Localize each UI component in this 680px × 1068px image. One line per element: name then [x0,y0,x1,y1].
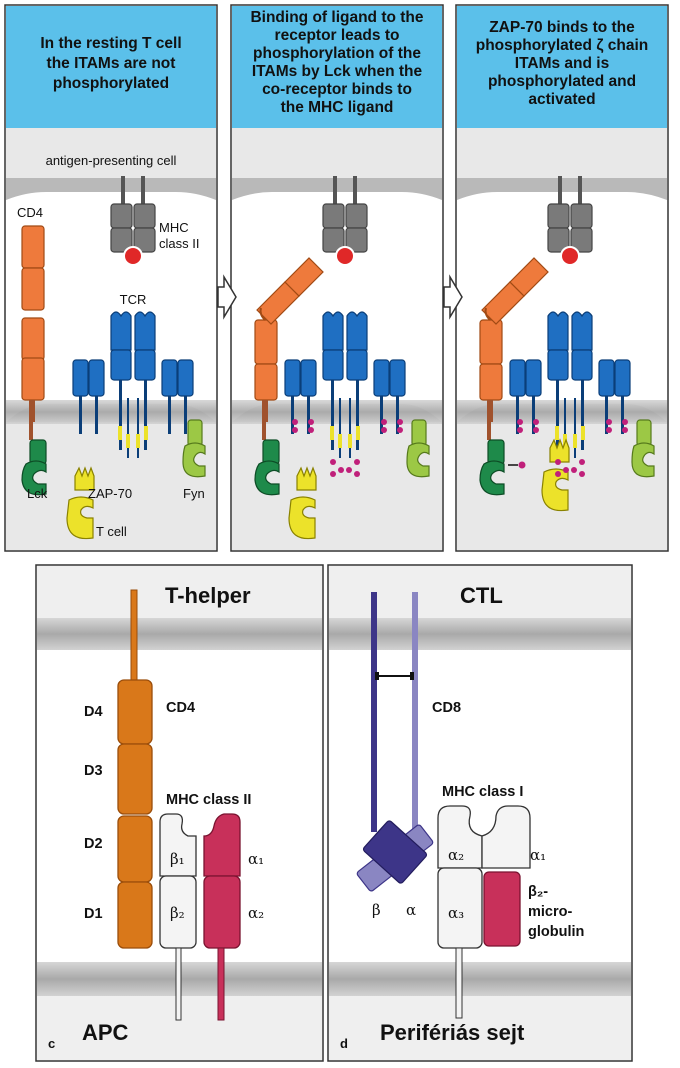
letter-d: d [340,1036,348,1051]
arrow-2-icon [443,274,463,320]
label-t-helper: T-helper [165,583,251,608]
label-class-ii: class II [159,236,199,251]
phosphate-dot [330,471,336,477]
phosphate-dot [308,419,314,425]
panel-1: In the resting T cell the ITAMs are not ph… [4,4,218,552]
panel-3-header-line: ZAP-70 binds to the [489,19,635,36]
panel-2-header-line: ITAMs by Lck when the [252,63,423,80]
phosphate-dot [381,427,387,433]
mhc1-alpha2 [437,805,483,869]
phosphate-dot [533,419,539,425]
panel-2-header-line: phosphorylation of the [253,45,421,62]
label-d2: D2 [84,836,103,852]
phosphate-dot [622,419,628,425]
panel-3-header-line: ITAMs and is [515,55,609,72]
label-alpha3-mhc1: α₃ [448,904,464,922]
label-d3: D3 [84,763,103,779]
phosphate-dot [397,419,403,425]
label-cd4: CD4 [17,205,43,220]
cd4-d4 [117,679,153,745]
phosphate-dot [622,427,628,433]
label-alpha2: α₂ [248,904,264,922]
panel-3-header-line: activated [528,91,595,108]
panel-2-header-line: co-receptor binds to [262,81,412,98]
label-zap-70: ZAP-70 [88,486,132,501]
phosphate-dot [579,471,585,477]
arrow-1-icon [217,274,237,320]
label-tcr: TCR [120,292,147,307]
label-periferias-sejt: Perifériás sejt [380,1020,525,1045]
label-beta-cd8: β [372,901,381,919]
phosphate-dot [555,471,561,477]
phosphate-dot [354,471,360,477]
phosphate-dot [354,459,360,465]
label-b2m-1: β₂- [528,884,548,900]
label-alpha1-mhc1: α₁ [530,846,546,864]
label-d1: D1 [84,906,103,922]
phosphate-dot [606,419,612,425]
phosphate-dot [292,419,298,425]
label-cd4-c: CD4 [166,700,195,716]
cd4 [21,225,45,422]
panel-c [35,564,324,1062]
cd4 [479,257,549,422]
label-cd8: CD8 [432,700,461,716]
phosphate-dot [606,427,612,433]
b2-microglobulin [483,871,521,947]
cd4 [254,257,324,422]
phosphate-dot [338,467,344,473]
label-beta2: β₂ [170,904,185,922]
panel-3-header-line: phosphorylated ζ chain [476,37,649,54]
panel-2-header-line: receptor leads to [275,27,400,44]
phosphate-dot [571,467,577,473]
cd4-d2 [117,815,153,883]
label-mhc-class-i: MHC class I [442,784,523,800]
panel-1-header-line: In the resting T cell [40,35,181,52]
cd4-d1 [117,881,153,949]
phosphate-dot [555,459,561,465]
label-beta1: β₁ [170,850,185,868]
label-mhc-class-ii: MHC class II [166,792,251,808]
label-alpha2-mhc1: α₂ [448,846,464,864]
mhc2-beta1 [159,813,197,877]
label-mhc: MHC [159,220,189,235]
mhc1-alpha1 [481,805,531,869]
label-b2m-3: globulin [528,924,584,940]
label-lck: Lck [27,486,48,501]
label-fyn: Fyn [183,486,205,501]
phosphate-dot [517,427,523,433]
panel-1-header-line: the ITAMs are not [47,55,176,72]
phosphate-dot [308,427,314,433]
phosphate-dot [563,467,569,473]
cd4-d3 [117,743,153,815]
panel-2-header-line: Binding of ligand to the [250,9,423,26]
phosphate-dot [330,459,336,465]
label-alpha-cd8: α [406,901,416,919]
letter-c: c [48,1036,55,1051]
panel-2-header-line: the MHC ligand [281,99,394,116]
mhc2-alpha2 [203,875,241,949]
label-alpha1: α₁ [248,850,264,868]
phosphate-dot [346,467,352,473]
label-apc: APC [82,1020,129,1045]
label-antigen-presenting-cell: antigen-presenting cell [46,153,177,168]
phosphate-dot [381,419,387,425]
panel-d [327,564,633,1062]
panel-1-header-line: phosphorylated [53,75,169,92]
phosphate-dot [292,427,298,433]
label-b2m-2: micro- [528,904,572,920]
label-t-cell: T cell [96,524,127,539]
phosphate-dot [579,459,585,465]
cd8-head [362,820,428,884]
phosphate-dot [517,419,523,425]
label-ctl: CTL [460,583,503,608]
mhc2-alpha1 [203,813,241,877]
phosphate-dot [397,427,403,433]
panel-3-header-line: phosphorylated and [488,73,636,90]
phosphate-dot [533,427,539,433]
label-d4: D4 [84,704,103,720]
